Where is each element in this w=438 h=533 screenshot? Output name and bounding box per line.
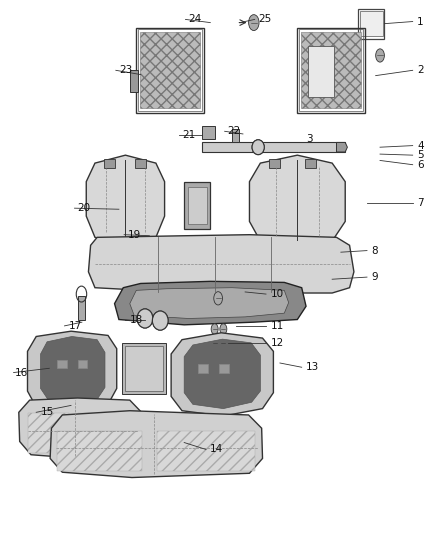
Ellipse shape <box>249 14 259 30</box>
Bar <box>201 142 345 152</box>
Bar <box>78 296 85 319</box>
Polygon shape <box>88 235 354 293</box>
Bar <box>135 159 146 168</box>
Bar <box>297 28 365 113</box>
Text: 5: 5 <box>417 150 424 160</box>
Bar <box>201 126 215 139</box>
Polygon shape <box>184 339 260 409</box>
Bar <box>78 360 87 368</box>
Bar <box>140 32 200 109</box>
Text: 17: 17 <box>69 321 82 331</box>
Ellipse shape <box>220 324 227 334</box>
Bar <box>122 343 166 394</box>
Text: 1: 1 <box>417 17 424 27</box>
Ellipse shape <box>211 338 218 349</box>
Ellipse shape <box>220 338 227 349</box>
Bar <box>184 182 210 229</box>
Bar <box>301 32 361 109</box>
Ellipse shape <box>214 292 223 305</box>
Ellipse shape <box>252 140 264 155</box>
Text: 2: 2 <box>417 66 424 75</box>
Text: 24: 24 <box>188 14 202 25</box>
Bar <box>198 364 208 373</box>
Polygon shape <box>130 288 289 318</box>
Text: 20: 20 <box>78 203 91 213</box>
Polygon shape <box>86 155 165 245</box>
Text: 23: 23 <box>119 66 132 75</box>
Ellipse shape <box>152 311 168 330</box>
Bar <box>299 29 364 111</box>
Ellipse shape <box>376 49 385 62</box>
Text: 8: 8 <box>371 246 378 256</box>
Text: 21: 21 <box>182 130 195 140</box>
Text: 9: 9 <box>371 272 378 282</box>
Polygon shape <box>115 281 306 325</box>
Text: 16: 16 <box>14 368 28 377</box>
Bar <box>57 360 67 368</box>
Text: 11: 11 <box>271 321 284 331</box>
Bar <box>57 431 142 471</box>
Text: 7: 7 <box>417 198 424 208</box>
Text: 15: 15 <box>41 407 54 417</box>
Bar <box>187 187 207 224</box>
Polygon shape <box>28 331 117 413</box>
Text: 12: 12 <box>271 338 284 349</box>
Text: 10: 10 <box>271 289 284 299</box>
Polygon shape <box>250 155 345 248</box>
Polygon shape <box>41 336 105 405</box>
Text: 25: 25 <box>258 14 272 25</box>
Ellipse shape <box>211 324 218 334</box>
Bar <box>308 46 334 97</box>
Bar <box>78 414 134 453</box>
Bar <box>104 159 115 168</box>
Bar <box>138 29 202 111</box>
Text: 14: 14 <box>210 445 223 455</box>
Text: 13: 13 <box>306 362 319 372</box>
Polygon shape <box>232 128 239 142</box>
Polygon shape <box>19 398 143 458</box>
Bar <box>360 12 383 36</box>
Bar <box>305 159 316 168</box>
Bar <box>358 10 385 38</box>
Bar <box>219 364 229 373</box>
Ellipse shape <box>137 309 153 328</box>
Text: 4: 4 <box>417 141 424 151</box>
Bar <box>28 414 69 453</box>
Bar <box>157 431 255 471</box>
Text: 6: 6 <box>417 160 424 169</box>
Text: 18: 18 <box>130 314 143 325</box>
Bar <box>125 346 163 391</box>
Text: 22: 22 <box>228 126 241 136</box>
Bar <box>136 28 204 113</box>
Polygon shape <box>50 411 262 478</box>
Text: 3: 3 <box>306 134 313 144</box>
Text: 19: 19 <box>127 230 141 240</box>
Polygon shape <box>171 333 273 416</box>
Bar <box>269 159 280 168</box>
Bar <box>130 70 138 92</box>
Polygon shape <box>336 142 347 152</box>
